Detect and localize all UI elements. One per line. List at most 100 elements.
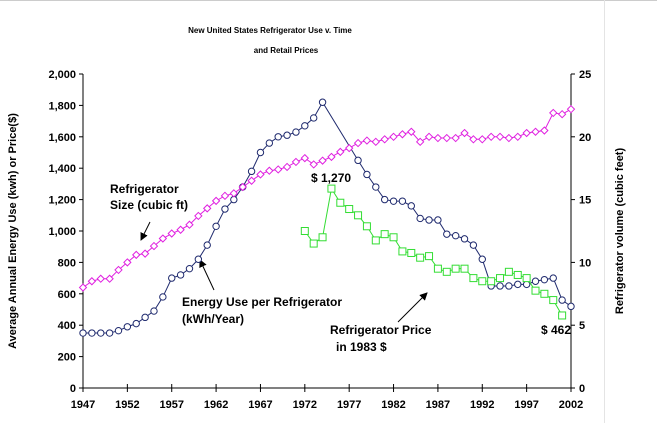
point <box>78 283 88 292</box>
point <box>531 277 540 285</box>
point <box>363 170 371 179</box>
point <box>336 147 345 157</box>
annotation: Refrigerator Price <box>330 323 432 337</box>
y2-tick-label: 25 <box>579 69 591 81</box>
point <box>558 296 566 304</box>
y-tick-label: 0 <box>70 383 76 395</box>
point <box>389 132 398 142</box>
point <box>460 264 469 273</box>
x-tick-label: 1992 <box>470 399 494 411</box>
point <box>549 296 558 305</box>
point <box>132 319 140 328</box>
y2-tick-label: 20 <box>579 132 591 144</box>
point <box>531 286 540 295</box>
point <box>211 196 221 206</box>
y-tick-label: 2,000 <box>48 69 76 81</box>
point <box>442 133 451 143</box>
y-tick-label: 600 <box>58 289 76 301</box>
point <box>300 227 309 235</box>
point <box>114 326 123 335</box>
point <box>398 247 407 256</box>
annotation: in 1983 $ <box>336 340 387 354</box>
point <box>105 274 114 283</box>
point <box>380 230 389 239</box>
point <box>309 239 318 248</box>
y2-tick-label: 0 <box>579 383 585 395</box>
point <box>522 128 531 138</box>
point <box>353 138 363 148</box>
point <box>495 132 505 142</box>
y-axis-label: Average Annual Energy Use (kwh) or Price… <box>7 113 19 349</box>
point <box>256 170 265 179</box>
point <box>460 235 469 243</box>
point <box>442 267 451 276</box>
point <box>469 135 478 144</box>
series-line <box>304 187 563 316</box>
point <box>212 222 220 230</box>
point <box>433 133 443 143</box>
point <box>318 98 327 106</box>
point <box>265 166 274 175</box>
point <box>158 234 168 243</box>
point <box>176 271 185 279</box>
point <box>344 143 354 153</box>
y2-tick-label: 10 <box>579 257 591 269</box>
x-tick-label: 1987 <box>426 399 450 411</box>
point <box>487 277 496 286</box>
point <box>282 162 292 172</box>
point <box>389 197 398 205</box>
point <box>486 132 496 142</box>
point <box>96 274 105 283</box>
point <box>247 176 256 185</box>
y-tick-label: 1,600 <box>48 132 76 144</box>
point <box>123 323 132 331</box>
point <box>505 282 513 290</box>
y-tick-label: 1,000 <box>48 226 76 238</box>
point <box>407 202 415 210</box>
point <box>203 204 212 213</box>
point <box>159 293 167 301</box>
point <box>150 307 158 315</box>
y2-tick-label: 5 <box>579 320 585 332</box>
point <box>504 267 513 276</box>
point <box>327 184 336 193</box>
point <box>380 135 389 144</box>
y-tick-label: 1,400 <box>48 163 76 175</box>
annotation: Refrigerator <box>110 182 179 196</box>
point <box>540 126 549 135</box>
point <box>433 264 442 273</box>
point <box>451 133 460 143</box>
point <box>478 135 487 144</box>
point <box>522 274 531 283</box>
point <box>469 241 478 249</box>
chart-title: New United States Refrigerator Use v. Ti… <box>188 26 352 35</box>
point <box>185 220 194 229</box>
x-tick-label: 1962 <box>204 399 228 411</box>
point <box>549 274 557 282</box>
x-tick-label: 1957 <box>159 399 183 411</box>
point <box>167 229 176 238</box>
point <box>149 241 159 251</box>
point <box>238 182 247 192</box>
point <box>168 274 176 282</box>
point <box>531 127 540 136</box>
point <box>469 274 478 283</box>
point <box>451 264 460 273</box>
point <box>424 132 434 142</box>
point <box>123 258 132 267</box>
point <box>354 156 362 165</box>
annotation: $ 462 <box>541 323 571 337</box>
point <box>336 198 345 207</box>
chart-title: and Retail Prices <box>254 46 319 55</box>
point <box>434 216 442 224</box>
point <box>132 250 141 260</box>
point <box>185 264 194 273</box>
point <box>114 265 123 275</box>
point <box>513 132 522 142</box>
point <box>229 189 239 198</box>
y2-axis-label: Refrigerator volume (cubic feet) <box>614 148 626 315</box>
point <box>140 249 150 258</box>
x-tick-label: 1982 <box>381 399 405 411</box>
x-tick-label: 1997 <box>514 399 538 411</box>
point <box>415 137 425 147</box>
